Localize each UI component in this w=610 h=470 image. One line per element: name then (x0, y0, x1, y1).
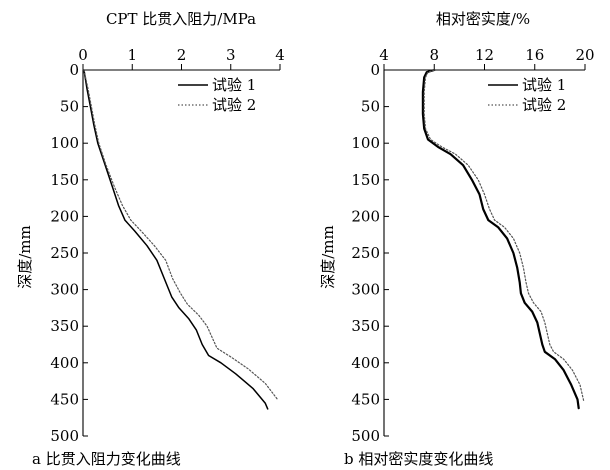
y-tick-label-a: 350 (50, 317, 79, 335)
y-tick-label-b: 150 (351, 171, 380, 189)
legend-label-b-2: 试验 2 (522, 96, 566, 114)
y-tick-label-b: 100 (351, 134, 380, 152)
y-tick-label-b: 50 (361, 98, 380, 116)
x-tick-label-b: 12 (475, 46, 494, 64)
y-tick-label-b: 400 (351, 354, 380, 372)
x-tick-label-a: 3 (226, 46, 236, 64)
y-axis-title-a: 深度/mm (16, 225, 34, 289)
y-tick-label-a: 0 (69, 61, 79, 79)
x-tick-label-a: 4 (275, 46, 285, 64)
y-tick-label-a: 400 (50, 354, 79, 372)
x-tick-label-b: 4 (379, 46, 389, 64)
y-tick-label-b: 0 (370, 61, 380, 79)
legend-label-a-2: 试验 2 (212, 96, 256, 114)
legend-label-b-1: 试验 1 (522, 76, 566, 94)
x-axis-title-a: CPT 比贯入阻力/MPa (106, 10, 256, 28)
x-tick-label-b: 8 (429, 46, 439, 64)
y-tick-label-a: 100 (50, 134, 79, 152)
chart-panel-a: CPT 比贯入阻力/MPa 深度/mm a 比贯入阻力变化曲线 0 1 2 3 4 0 50… (16, 10, 285, 468)
caption-a: a 比贯入阻力变化曲线 (32, 450, 181, 468)
legend-label-a-1: 试验 1 (212, 76, 256, 94)
y-tick-label-b: 300 (351, 281, 380, 299)
y-tick-label-a: 450 (50, 390, 79, 408)
y-tick-label-a: 250 (50, 244, 79, 262)
y-tick-label-b: 350 (351, 317, 380, 335)
series-line-a-2 (83, 69, 279, 400)
y-tick-label-b: 500 (351, 427, 380, 445)
y-axis-title-b: 深度/mm (319, 225, 337, 289)
y-tick-label-a: 50 (60, 98, 79, 116)
y-tick-label-a: 300 (50, 281, 79, 299)
chart-panel-b: 相对密实度/% 深度/mm b 相对密实度变化曲线 4 8 12 16 20050100… (319, 10, 595, 468)
x-tick-label-a: 0 (78, 46, 88, 64)
x-tick-label-b: 16 (525, 46, 544, 64)
x-tick-label-a: 1 (127, 46, 137, 64)
series-line-a-1 (83, 69, 269, 410)
y-tick-label-b: 450 (351, 390, 380, 408)
x-tick-label-b: 20 (575, 46, 594, 64)
y-tick-label-a: 200 (50, 207, 79, 225)
series-line-b-2 (423, 69, 585, 402)
y-tick-label-a: 150 (50, 171, 79, 189)
y-tick-label-b: 250 (351, 244, 380, 262)
y-tick-label-b: 200 (351, 207, 380, 225)
x-axis-title-b: 相对密实度/% (436, 10, 530, 28)
x-tick-label-a: 2 (177, 46, 187, 64)
y-tick-label-a: 500 (50, 427, 79, 445)
series-line-b-1 (421, 68, 580, 410)
caption-b: b 相对密实度变化曲线 (344, 450, 493, 468)
